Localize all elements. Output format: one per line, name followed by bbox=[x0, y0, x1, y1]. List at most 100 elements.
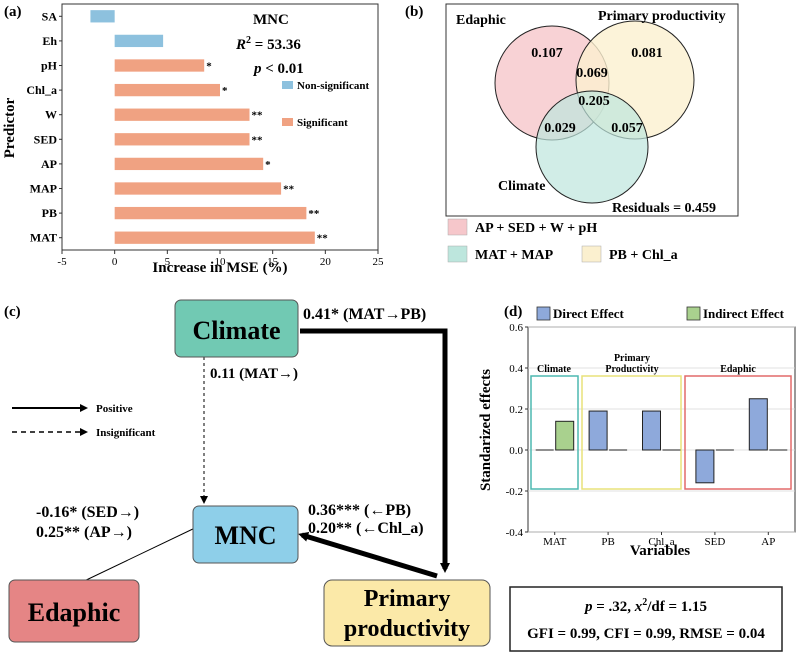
node-climate bbox=[174, 299, 299, 358]
d-ytick-label: 0.0 bbox=[509, 445, 523, 457]
p-value: < 0.01 bbox=[262, 61, 304, 77]
panel-d-ylabel: Standarized effects bbox=[478, 369, 494, 491]
node-pp-label-2: productivity bbox=[344, 616, 470, 642]
path-label-edaphic-2: 0.25** (AP→) bbox=[36, 524, 132, 541]
panel-a-title: MNC bbox=[253, 12, 289, 28]
a-significance-mark: * bbox=[222, 85, 228, 97]
panel-d-xlabel: Variables bbox=[630, 543, 690, 559]
a-bar-map bbox=[114, 182, 282, 195]
legend-edaphic-swatch bbox=[447, 218, 468, 236]
legend-positive-label: Positive bbox=[96, 403, 133, 415]
path-label-climate-pp: 0.41* (MAT→PB) bbox=[303, 306, 426, 323]
group-box-pp bbox=[581, 375, 682, 490]
panel-a-label: (a) bbox=[4, 4, 22, 20]
venn-climate-circle bbox=[535, 90, 649, 204]
venn-residuals: Residuals = 0.459 bbox=[612, 201, 716, 216]
panel-b-label: (b) bbox=[405, 4, 423, 20]
a-xtick-label: 15 bbox=[267, 256, 279, 268]
legend-pp-label: PB + Chl_a bbox=[609, 248, 678, 263]
d-ytick-label: -0.2 bbox=[506, 486, 523, 498]
legend-indirect-swatch bbox=[686, 306, 701, 321]
a-category-label: PB bbox=[42, 206, 57, 220]
panel-a-xlabel: Increase in MSE (%) bbox=[152, 260, 287, 276]
venn-value-edaphic-pp: 0.069 bbox=[576, 66, 608, 81]
a-category-label: W bbox=[45, 108, 57, 122]
fit-p-symbol: p bbox=[583, 599, 593, 615]
fit-stats-line-1: p = .32, x2/df = 1.15 bbox=[583, 597, 707, 615]
panel-d-y-ticks: -0.4 -0.2 0.0 0.2 0.4 0.6 bbox=[506, 322, 528, 539]
d-xtick-label: MAT bbox=[543, 536, 567, 548]
a-category-label: MAP bbox=[30, 182, 57, 196]
arrow-edaphic-to-mnc bbox=[79, 526, 198, 584]
a-significance-mark: ** bbox=[308, 208, 320, 220]
panel-b-frame bbox=[445, 3, 739, 217]
a-bar-mat bbox=[114, 231, 315, 244]
panel-c: (c) Climate MNC Edaphic Primary producti… bbox=[4, 299, 783, 652]
a-category-label: Chl_a bbox=[26, 83, 57, 97]
panel-a-category-labels: SA Eh pH Chl_a W SED AP MAP PB MAT bbox=[26, 9, 62, 245]
a-category-label: MAT bbox=[30, 231, 57, 245]
legend-climate-label: MAT + MAP bbox=[475, 248, 554, 263]
a-significance-mark: ** bbox=[317, 233, 329, 245]
path-label-pp-2: 0.20** (←Chl_a) bbox=[308, 520, 424, 537]
fit-p-value: = .32, bbox=[592, 599, 634, 615]
d-bar-direct-ap bbox=[748, 398, 768, 451]
a-category-label: SED bbox=[34, 132, 58, 146]
legend-indirect-label: Indirect Effect bbox=[703, 306, 785, 321]
a-bar-pb bbox=[114, 206, 307, 220]
fit-chi-value: /df = 1.15 bbox=[646, 599, 707, 615]
d-bar-direct-pb bbox=[588, 410, 608, 451]
a-xtick-label: -5 bbox=[57, 256, 67, 268]
d-xtick-label: PB bbox=[601, 536, 614, 548]
panel-d: (d) Direct Effect Indirect Effect -0.4-0… bbox=[478, 304, 796, 559]
node-pp-label-1: Primary bbox=[364, 586, 451, 612]
panel-a-bars: ************* bbox=[90, 10, 328, 245]
node-mnc-label: MNC bbox=[214, 521, 276, 550]
panel-a-r2: R2 = 53.36 bbox=[235, 35, 301, 53]
a-bar-sa bbox=[90, 10, 115, 23]
legend-direct-label: Direct Effect bbox=[553, 306, 625, 321]
fit-chi-sup: 2 bbox=[642, 597, 647, 608]
venn-edaphic-label: Edaphic bbox=[456, 13, 506, 28]
venn-value-pp: 0.081 bbox=[631, 46, 663, 61]
a-bar-ap bbox=[114, 157, 264, 171]
group-label-pp-2: Productivity bbox=[605, 364, 658, 375]
a-xtick-label: 25 bbox=[373, 256, 385, 268]
node-edaphic bbox=[8, 579, 140, 643]
d-bar-direct-sed bbox=[695, 449, 715, 484]
panel-c-label: (c) bbox=[4, 304, 21, 320]
r2-value: = 53.36 bbox=[251, 37, 301, 53]
d-bar-indirect-mat bbox=[555, 420, 575, 451]
node-climate-label: Climate bbox=[192, 316, 280, 345]
legend-insig-label: Insignificant bbox=[96, 427, 156, 439]
panel-d-bars bbox=[535, 398, 788, 484]
venn-value-pp-climate: 0.057 bbox=[611, 121, 643, 136]
venn-pp-label: Primary productivity bbox=[598, 9, 726, 24]
path-label-edaphic-1: -0.16* (SED→) bbox=[36, 504, 139, 521]
a-significance-mark: * bbox=[206, 61, 212, 73]
fit-chi-symbol: x bbox=[634, 599, 643, 615]
legend-direct-swatch bbox=[536, 306, 551, 321]
path-label-climate-mnc: 0.11 (MAT→) bbox=[210, 366, 298, 382]
legend-nonsig-swatch bbox=[282, 81, 293, 89]
a-bar-ph bbox=[114, 59, 205, 72]
arrow-climate-to-pp bbox=[300, 328, 450, 573]
a-bar-w bbox=[114, 108, 250, 121]
group-box-edaphic bbox=[684, 375, 792, 490]
node-edaphic-label: Edaphic bbox=[28, 598, 121, 627]
a-xtick-label: 0 bbox=[112, 256, 118, 268]
a-bar-eh bbox=[114, 34, 164, 48]
a-significance-mark: * bbox=[265, 159, 271, 171]
venn-value-edaphic: 0.107 bbox=[531, 46, 563, 61]
panel-d-x-labels: MAT PB Chl_a SED AP bbox=[543, 532, 775, 548]
legend-climate-swatch bbox=[447, 245, 468, 263]
d-ytick-label: 0.2 bbox=[509, 404, 523, 416]
panel-d-group-boxes bbox=[530, 375, 792, 490]
legend-sig-label: Significant bbox=[297, 117, 348, 129]
r2-superscript: 2 bbox=[246, 35, 251, 46]
venn-climate-label: Climate bbox=[498, 179, 545, 194]
venn-value-edaphic-climate: 0.029 bbox=[544, 121, 576, 136]
group-label-pp-1: Primary bbox=[614, 353, 650, 364]
group-label-edaphic: Edaphic bbox=[720, 364, 756, 375]
panel-a-x-ticks: -5 0 5 10 15 20 25 bbox=[57, 250, 384, 268]
